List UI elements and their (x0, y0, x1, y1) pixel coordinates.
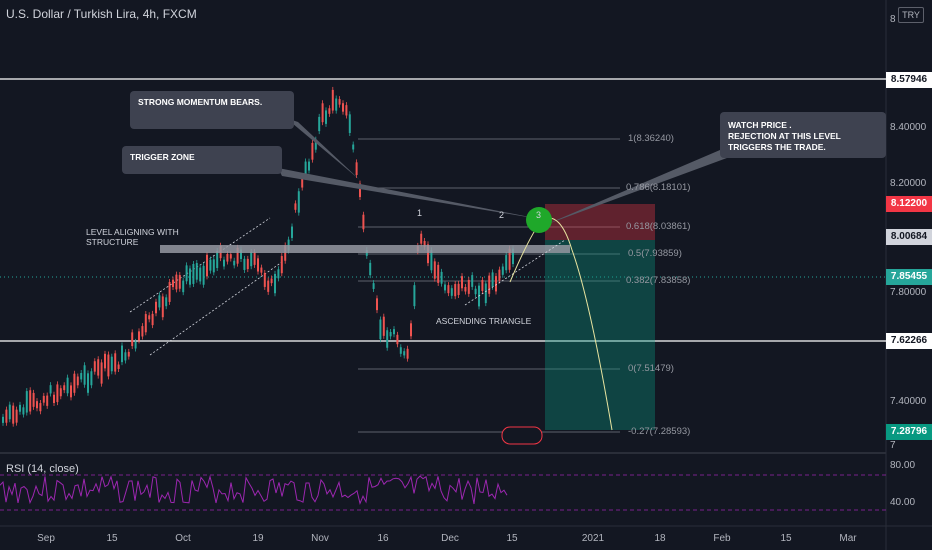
x-tick: Sep (37, 533, 55, 544)
stop-loss-zone (545, 204, 655, 240)
point-1-label: 1 (417, 208, 423, 218)
fib-0618: 0.618(8.03861) (626, 221, 691, 232)
x-tick: 2021 (581, 533, 605, 544)
y-tick: 7.80000 (890, 287, 927, 298)
y-tick: 8.40000 (890, 122, 927, 133)
price-tag-resistance: 8.57946 (886, 72, 932, 88)
triangle-label: ASCENDING TRIANGLE (436, 316, 532, 326)
entry-marker (526, 207, 552, 233)
watch-callout: WATCH PRICE . REJECTION AT THIS LEVEL TR… (720, 112, 886, 158)
momentum-callout: STRONG MOMENTUM BEARS. (130, 91, 294, 129)
currency-button[interactable]: TRY (898, 7, 924, 23)
y-tick: 7.40000 (890, 396, 927, 407)
price-tag-stop: 8.12200 (886, 196, 932, 212)
fib-0786: 0.786(8.18101) (626, 182, 691, 193)
x-tick: 15 (506, 533, 518, 544)
x-tick: Mar (839, 533, 857, 544)
x-tick: Nov (311, 533, 329, 544)
x-tick: Dec (441, 533, 459, 544)
candles (2, 86, 514, 427)
fib-05: 0.5(7.93859) (628, 248, 682, 259)
x-tick: Feb (713, 533, 731, 544)
price-tag-last: 7.85455 (886, 269, 932, 285)
fib-neg027: -0.27(7.28593) (628, 426, 691, 437)
point-3-label: 3 (536, 210, 542, 220)
x-tick: 19 (252, 533, 264, 544)
chart-title: U.S. Dollar / Turkish Lira, 4h, FXCM (6, 7, 197, 21)
fibonacci-retracement (358, 138, 620, 433)
y-tick: 8.20000 (890, 178, 927, 189)
fib-0: 0(7.51479) (628, 363, 674, 374)
price-tag-support: 7.62266 (886, 333, 932, 349)
y-tick: 8 (890, 14, 896, 25)
price-tag-level: 8.00684 (886, 229, 932, 245)
rsi-label: RSI (14, close) (6, 463, 79, 475)
rsi-tick: 80.00 (890, 460, 916, 471)
take-profit-zone (545, 240, 655, 430)
price-tag-target: 7.28796 (886, 424, 932, 440)
fib-0382: 0.382(7.83858) (626, 275, 691, 286)
trigger-callout: TRIGGER ZONE (122, 146, 282, 174)
y-tick: 7 (890, 440, 896, 451)
fib-1: 1(8.36240) (628, 133, 674, 144)
x-tick: 15 (780, 533, 792, 544)
structure-level (160, 245, 570, 253)
rsi-line (0, 474, 508, 505)
point-2-label: 2 (499, 210, 505, 220)
rsi-tick: 40.00 (890, 497, 916, 508)
level-label: LEVEL ALIGNING WITH STRUCTURE (86, 227, 179, 247)
x-tick: Oct (175, 533, 191, 544)
x-tick: 16 (377, 533, 389, 544)
x-tick: 18 (654, 533, 666, 544)
x-tick: 15 (106, 533, 118, 544)
